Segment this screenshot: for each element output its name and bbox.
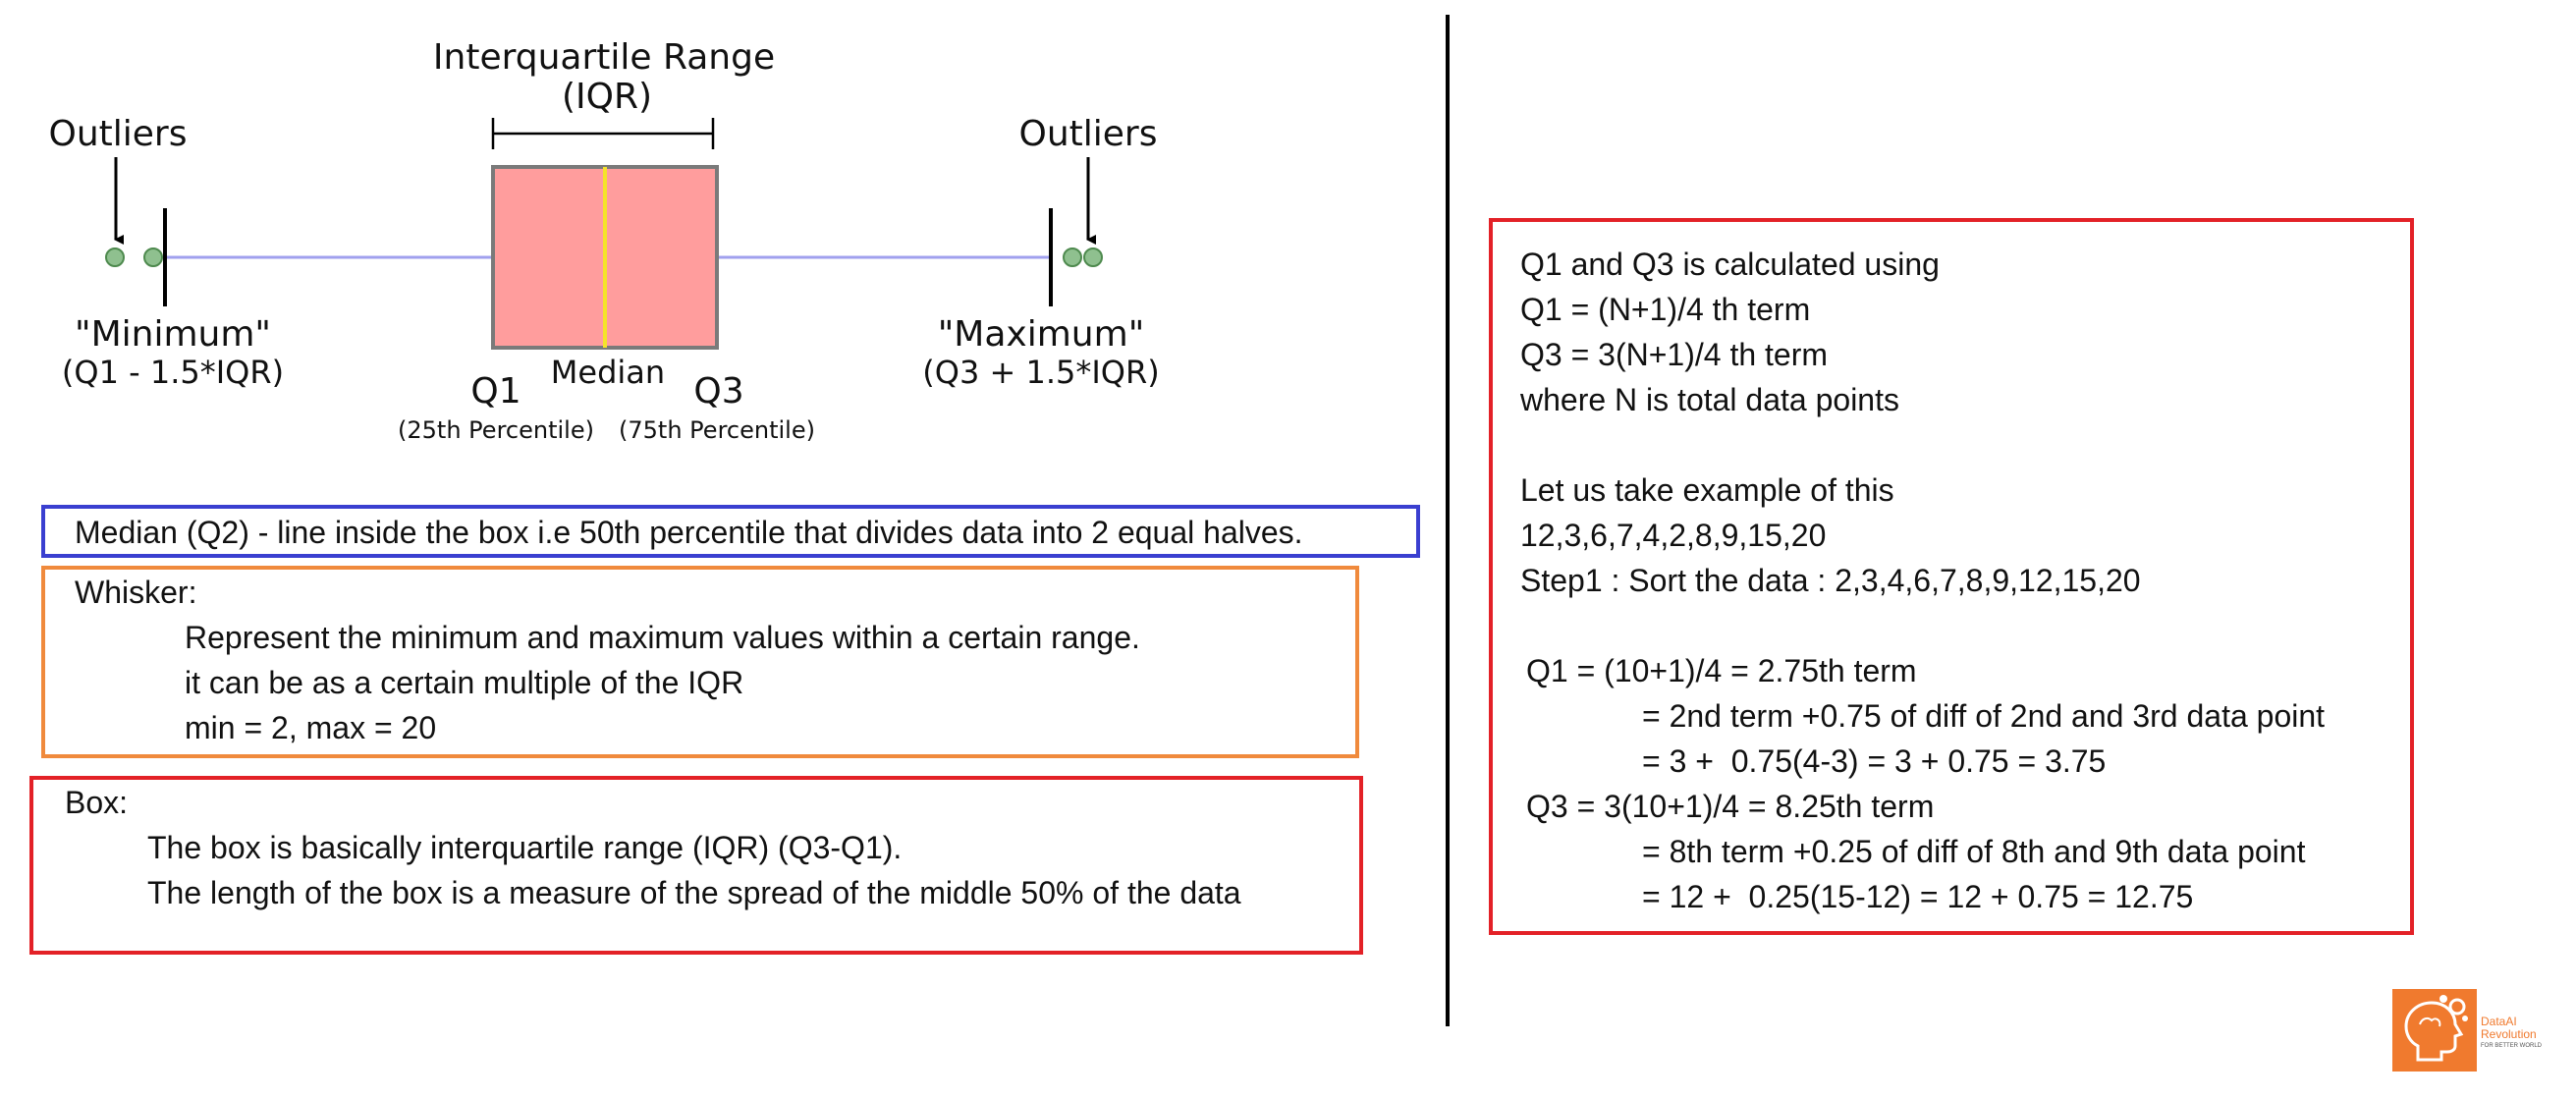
- median-label: Median: [551, 354, 665, 391]
- quartile-calculation-box: Q1 and Q3 is calculated using Q1 = (N+1)…: [1489, 218, 2414, 935]
- q3-percentile: (75th Percentile): [619, 416, 815, 444]
- whisker-note-title: Whisker:: [75, 575, 197, 610]
- box-plot-diagram: Interquartile Range (IQR) Outliers Outli…: [49, 37, 1160, 444]
- calc-spacer: [1520, 603, 2410, 648]
- box-note-title: Box:: [65, 785, 129, 820]
- calc-line: where N is total data points: [1520, 382, 1899, 417]
- q3-label: Q3: [693, 371, 743, 412]
- brand-name-line2: Revolution: [2481, 1027, 2537, 1041]
- maximum-label: "Maximum": [938, 314, 1145, 355]
- whisker-note-box: Whisker: Represent the minimum and maxim…: [41, 566, 1359, 758]
- whisker-note-line: Represent the minimum and maximum values…: [185, 620, 1140, 655]
- calc-spacer: [1520, 422, 2410, 467]
- calc-line: Q1 = (N+1)/4 th term: [1520, 292, 1811, 327]
- q1-label: Q1: [470, 371, 521, 412]
- outlier-point: [1083, 247, 1103, 267]
- calc-line: Q3 = 3(10+1)/4 = 8.25th term: [1526, 789, 1935, 824]
- calc-line: 12,3,6,7,4,2,8,9,15,20: [1520, 518, 1827, 553]
- calc-line: = 12 + 0.25(15-12) = 12 + 0.75 = 12.75: [1642, 879, 2194, 914]
- calc-line: = 3 + 0.75(4-3) = 3 + 0.75 = 3.75: [1642, 743, 2107, 779]
- iqr-title-line1: Interquartile Range: [433, 37, 775, 78]
- outliers-left-label: Outliers: [49, 114, 188, 154]
- whisker-note-line: min = 2, max = 20: [185, 710, 437, 745]
- iqr-bracket: [491, 118, 715, 149]
- iqr-title-line2: (IQR): [562, 77, 652, 117]
- box-note-line: The length of the box is a measure of th…: [147, 875, 1241, 910]
- calc-line: Q3 = 3(N+1)/4 th term: [1520, 337, 1829, 372]
- vertical-divider: [1446, 15, 1450, 1026]
- minimum-label: "Minimum": [75, 314, 271, 355]
- calc-line: = 8th term +0.25 of diff of 8th and 9th …: [1642, 834, 2306, 869]
- calc-line: Q1 = (10+1)/4 = 2.75th term: [1526, 653, 1917, 688]
- outlier-point: [105, 247, 125, 267]
- box-note-box: Box: The box is basically interquartile …: [29, 776, 1363, 955]
- brand-tagline: FOR BETTER WORLD: [2481, 1043, 2543, 1049]
- minimum-formula: (Q1 - 1.5*IQR): [62, 354, 284, 391]
- calc-line: Q1 and Q3 is calculated using: [1520, 247, 1940, 282]
- calc-line: Step1 : Sort the data : 2,3,4,6,7,8,9,12…: [1520, 563, 2141, 598]
- calc-line: = 2nd term +0.75 of diff of 2nd and 3rd …: [1642, 698, 2326, 734]
- whisker-note-line: it can be as a certain multiple of the I…: [185, 665, 744, 700]
- calc-line: Let us take example of this: [1520, 472, 1894, 508]
- brand-name: DataAI Revolution: [2481, 1016, 2537, 1041]
- outliers-right-label: Outliers: [1019, 114, 1158, 154]
- box-note-line: The box is basically interquartile range…: [147, 830, 903, 865]
- median-note-box: Median (Q2) - line inside the box i.e 50…: [41, 505, 1420, 558]
- brand-logo-icon: [2392, 989, 2477, 1072]
- median-note-text: Median (Q2) - line inside the box i.e 50…: [75, 515, 1303, 550]
- brand-name-line1: DataAI: [2481, 1015, 2517, 1028]
- outlier-point: [143, 247, 163, 267]
- outlier-point: [1063, 247, 1082, 267]
- q1-percentile: (25th Percentile): [398, 416, 594, 444]
- maximum-formula: (Q3 + 1.5*IQR): [922, 354, 1159, 391]
